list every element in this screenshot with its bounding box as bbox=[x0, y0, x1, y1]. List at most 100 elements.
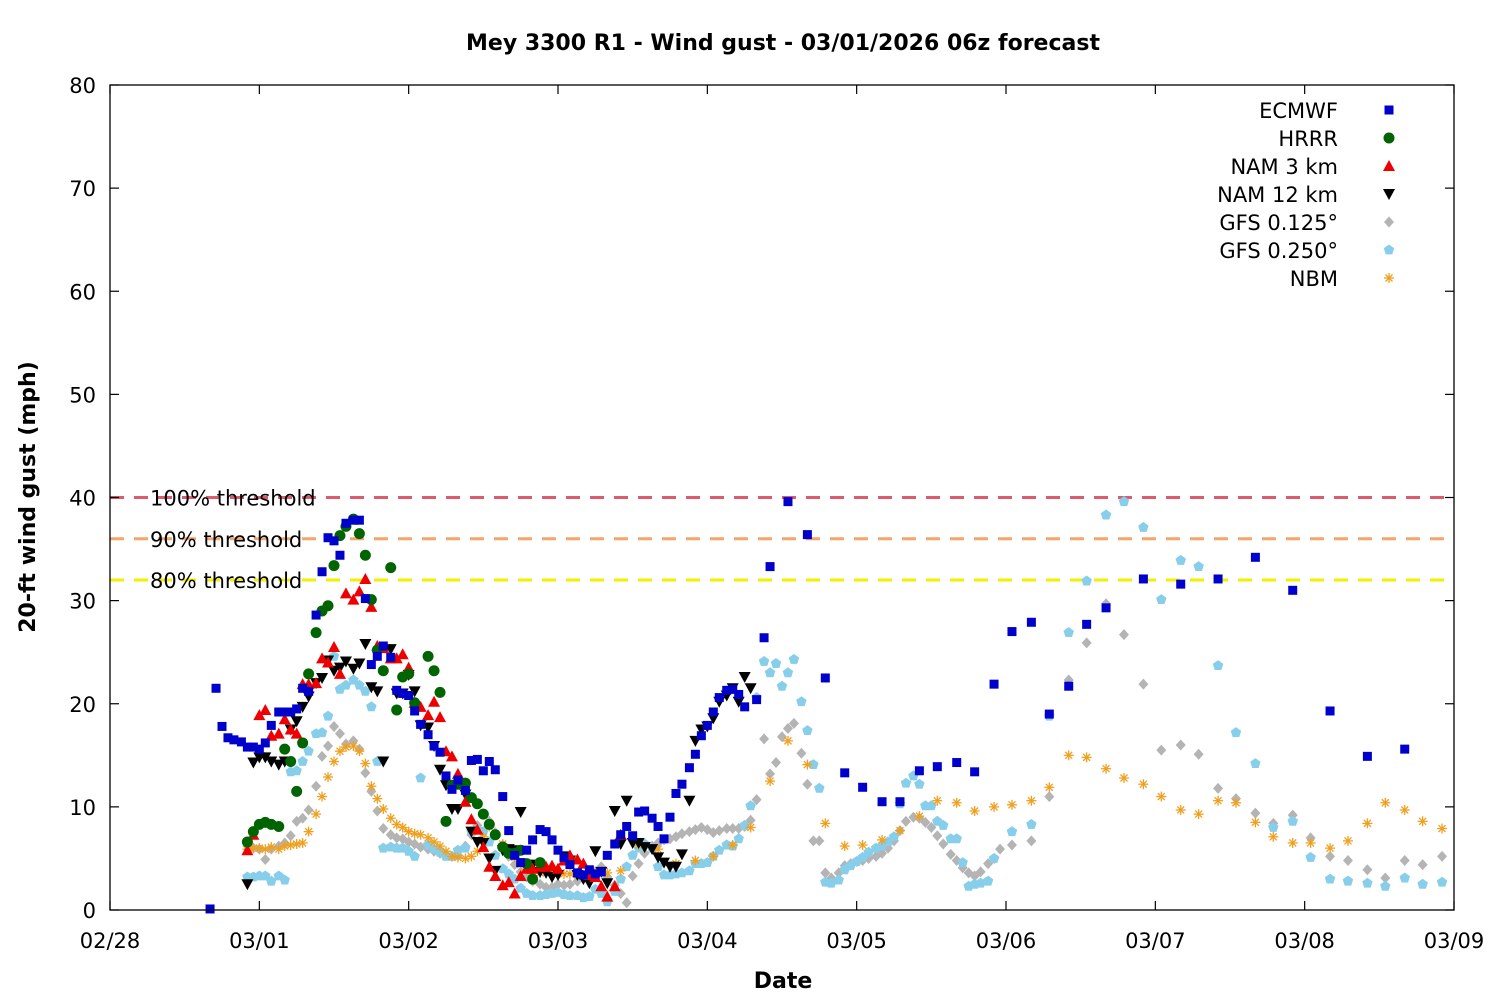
point-ecmwf bbox=[877, 797, 887, 807]
point-ecmwf bbox=[653, 821, 663, 831]
point-hrrr bbox=[434, 686, 446, 698]
point-nbm bbox=[765, 776, 776, 787]
point-nam-3-km bbox=[483, 860, 496, 872]
point-nbm bbox=[1044, 782, 1055, 793]
point-ecmwf bbox=[759, 633, 769, 643]
point-ecmwf bbox=[677, 779, 687, 789]
point-hrrr bbox=[483, 818, 495, 830]
point-hrrr bbox=[359, 549, 371, 561]
point-nbm bbox=[423, 832, 434, 843]
point-gfs-0-125 bbox=[751, 794, 762, 806]
point-ecmwf bbox=[684, 763, 694, 773]
y-tick-label: 30 bbox=[69, 590, 96, 614]
point-gfs-0-250 bbox=[782, 667, 794, 678]
point-nam-3-km bbox=[471, 823, 484, 835]
point-gfs-0-125 bbox=[1213, 782, 1224, 794]
point-gfs-0-125 bbox=[564, 878, 575, 890]
point-gfs-0-250 bbox=[279, 874, 290, 885]
point-ecmwf bbox=[298, 683, 308, 693]
point-nbm bbox=[1287, 837, 1298, 848]
point-nam-3-km bbox=[465, 813, 478, 825]
point-gfs-0-250 bbox=[1362, 877, 1373, 888]
point-ecmwf bbox=[254, 744, 264, 754]
point-gfs-0-250 bbox=[354, 679, 365, 690]
point-ecmwf bbox=[616, 830, 626, 840]
point-hrrr bbox=[471, 798, 483, 810]
point-ecmwf bbox=[671, 788, 681, 798]
point-gfs-0-250 bbox=[833, 874, 844, 885]
point-gfs-0-250 bbox=[316, 727, 328, 738]
point-nam-3-km bbox=[546, 859, 559, 871]
legend-marker-nbm bbox=[1384, 273, 1394, 283]
point-ecmwf bbox=[366, 660, 376, 670]
legend-marker-gfs-0-250 bbox=[1383, 244, 1395, 255]
legend-label-nam-3-km: NAM 3 km bbox=[1230, 155, 1338, 179]
point-nbm bbox=[452, 852, 463, 863]
point-ecmwf bbox=[690, 749, 700, 759]
legend-marker-ecmwf bbox=[1384, 105, 1394, 115]
point-nbm bbox=[1118, 773, 1129, 783]
point-nbm bbox=[877, 834, 888, 845]
point-gfs-0-250 bbox=[1230, 727, 1242, 738]
point-ecmwf bbox=[640, 806, 650, 816]
point-nbm bbox=[266, 842, 277, 853]
point-gfs-0-125 bbox=[391, 832, 402, 844]
point-nam-12-km bbox=[328, 665, 340, 677]
point-nbm bbox=[1156, 791, 1167, 802]
point-nam-3-km bbox=[428, 695, 441, 707]
point-gfs-0-250 bbox=[266, 875, 277, 886]
point-nam-3-km bbox=[353, 585, 366, 597]
legend-label-ecmwf: ECMWF bbox=[1259, 99, 1338, 123]
threshold-label: 100% threshold bbox=[150, 487, 316, 511]
point-ecmwf bbox=[404, 691, 414, 700]
point-gfs-0-125 bbox=[1380, 872, 1391, 884]
point-ecmwf bbox=[914, 766, 924, 776]
point-gfs-0-250 bbox=[1380, 880, 1391, 891]
point-ecmwf bbox=[559, 852, 569, 862]
point-gfs-0-125 bbox=[814, 835, 825, 847]
x-tick-label: 03/06 bbox=[976, 929, 1037, 953]
point-gfs-0-250 bbox=[564, 890, 576, 900]
point-gfs-0-250 bbox=[460, 842, 471, 853]
point-gfs-0-125 bbox=[1081, 637, 1092, 649]
point-hrrr bbox=[297, 737, 309, 749]
point-nbm bbox=[1213, 795, 1224, 806]
point-nam-3-km bbox=[496, 879, 509, 891]
point-hrrr bbox=[285, 756, 297, 767]
point-nam-3-km bbox=[333, 667, 346, 679]
point-nam-12-km bbox=[241, 879, 254, 891]
chart-title: Mey 3300 R1 - Wind gust - 03/01/2026 06z… bbox=[466, 31, 1100, 56]
point-ecmwf bbox=[516, 858, 526, 868]
x-tick-label: 03/01 bbox=[229, 929, 290, 953]
point-nam-3-km bbox=[601, 890, 614, 902]
point-nbm bbox=[391, 819, 402, 830]
point-ecmwf bbox=[702, 720, 712, 730]
point-nam-3-km bbox=[284, 723, 297, 735]
point-ecmwf bbox=[274, 707, 284, 717]
point-nam-12-km bbox=[371, 686, 384, 698]
point-ecmwf bbox=[541, 827, 551, 837]
point-gfs-0-125 bbox=[1026, 835, 1037, 847]
point-ecmwf bbox=[372, 651, 382, 661]
point-ecmwf bbox=[335, 550, 345, 560]
point-nbm bbox=[1175, 804, 1186, 815]
point-ecmwf bbox=[714, 693, 724, 703]
point-gfs-0-250 bbox=[1268, 822, 1279, 832]
point-nam-3-km bbox=[272, 727, 285, 739]
point-ecmwf bbox=[1082, 619, 1092, 629]
point-ecmwf bbox=[1362, 751, 1372, 761]
point-nam-3-km bbox=[278, 713, 291, 725]
point-nbm bbox=[1006, 799, 1017, 810]
point-ecmwf bbox=[1064, 681, 1074, 691]
point-nbm bbox=[273, 844, 284, 855]
point-hrrr bbox=[322, 600, 334, 612]
point-gfs-0-250 bbox=[900, 777, 912, 788]
point-gfs-0-125 bbox=[932, 830, 943, 842]
point-nbm bbox=[297, 837, 308, 848]
point-hrrr bbox=[291, 785, 303, 797]
point-nbm bbox=[894, 825, 905, 836]
point-ecmwf bbox=[1101, 603, 1111, 613]
point-gfs-0-250 bbox=[863, 846, 874, 857]
point-nam-3-km bbox=[328, 641, 340, 653]
point-hrrr bbox=[534, 857, 546, 869]
